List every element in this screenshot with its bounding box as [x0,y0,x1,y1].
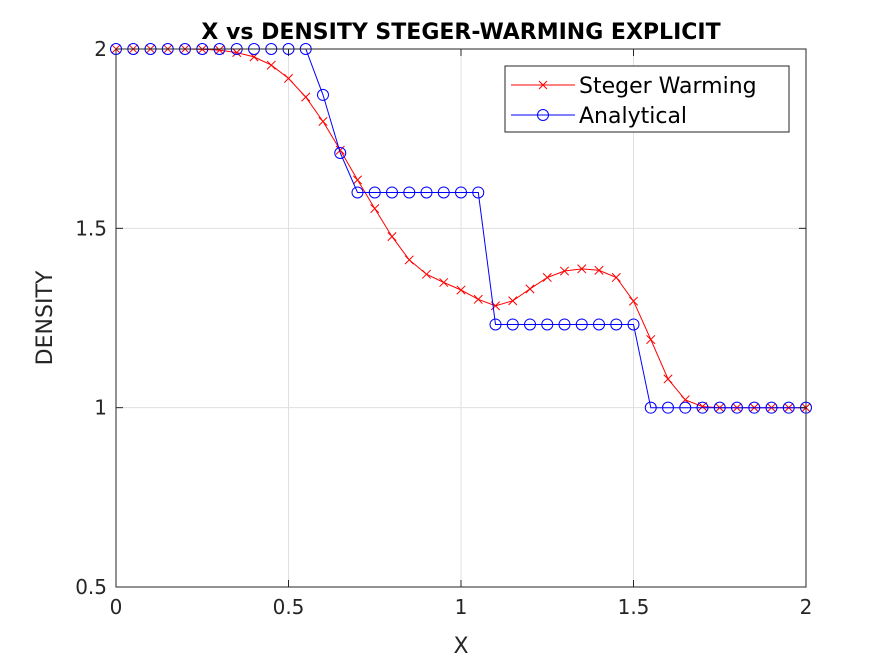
x-tick-label-4: 2 [800,595,813,619]
data-point-steger-warming-27 [577,264,587,274]
data-point-analytical-35 [713,401,726,414]
legend: Steger Warming Analytical [504,65,790,133]
data-point-analytical-32 [662,401,674,414]
axis-ticks: 0 0.5 1 1.5 20.511.52 [75,37,812,619]
data-point-steger-warming-16 [387,232,397,242]
data-point-steger-warming-34 [697,402,708,412]
y-axis-label: DENSITY [33,270,58,365]
data-point-analytical-12 [317,88,329,101]
x-tick-label-0: 0 [110,595,123,619]
legend-box [504,65,790,133]
data-point-steger-warming-6 [214,45,225,55]
data-point-steger-warming-26 [559,266,570,276]
data-point-steger-warming-25 [542,272,552,283]
data-point-steger-warming-32 [663,374,673,384]
data-point-analytical-16 [386,186,398,199]
data-point-steger-warming-29 [611,272,621,283]
data-point-steger-warming-11 [301,92,311,102]
data-point-steger-warming-24 [525,284,535,294]
data-point-analytical-37 [748,401,761,414]
data-point-steger-warming-10 [283,73,294,83]
legend-marker-analytical [537,109,549,121]
data-point-analytical-18 [420,186,433,199]
data-point-analytical-20 [455,186,467,199]
data-point-steger-warming-7 [232,48,242,58]
data-point-steger-warming-12 [318,116,328,127]
data-point-steger-warming-18 [421,269,432,279]
y-tick-label-3: 2 [94,37,107,61]
data-point-analytical-21 [472,186,485,199]
data-point-analytical-22 [489,318,502,331]
data-point-steger-warming-9 [266,60,276,70]
data-point-steger-warming-19 [439,277,449,288]
y-tick-label-0: 0.5 [75,575,107,599]
data-point-steger-warming-21 [473,294,483,304]
data-point-steger-warming-15 [370,204,380,214]
data-point-analytical-29 [610,318,623,331]
data-point-analytical-14 [351,186,364,199]
legend-label-analytical: Analytical [579,104,687,129]
data-point-steger-warming-14 [352,175,363,185]
data-point-steger-warming-17 [404,255,414,265]
x-tick-label-3: 1.5 [618,595,650,619]
data-point-analytical-25 [541,318,554,331]
data-point-analytical-27 [575,318,588,331]
legend-label-steger-warming: Steger Warming [579,74,757,99]
data-point-analytical-15 [368,186,381,199]
data-point-analytical-36 [731,401,743,414]
data-point-steger-warming-30 [628,296,639,306]
data-point-analytical-33 [679,401,692,414]
x-tick-label-2: 1 [455,595,468,619]
y-tick-label-2: 1.5 [75,216,107,240]
x-axis-label: X [453,634,468,659]
data-point-analytical-13 [334,147,347,160]
legend-marker-steger-warming [538,80,548,90]
data-point-analytical-17 [403,186,416,199]
data-point-analytical-28 [593,318,605,331]
data-point-steger-warming-31 [646,334,656,345]
data-point-analytical-24 [524,318,536,331]
data-point-analytical-31 [644,401,657,414]
data-point-analytical-38 [765,401,778,414]
data-point-steger-warming-28 [594,265,604,275]
data-point-analytical-34 [696,401,709,414]
data-point-analytical-26 [558,318,571,331]
data-point-analytical-19 [437,186,450,199]
x-tick-label-1: 0.5 [273,595,305,619]
data-point-analytical-39 [782,401,795,414]
data-point-analytical-23 [506,318,519,331]
chart-title: X vs DENSITY STEGER-WARMING EXPLICIT [201,20,720,45]
data-point-steger-warming-20 [456,285,466,295]
y-tick-label-1: 1 [94,396,107,420]
data-point-steger-warming-23 [508,296,518,306]
data-point-analytical-30 [627,318,640,331]
data-point-steger-warming-13 [335,145,345,155]
